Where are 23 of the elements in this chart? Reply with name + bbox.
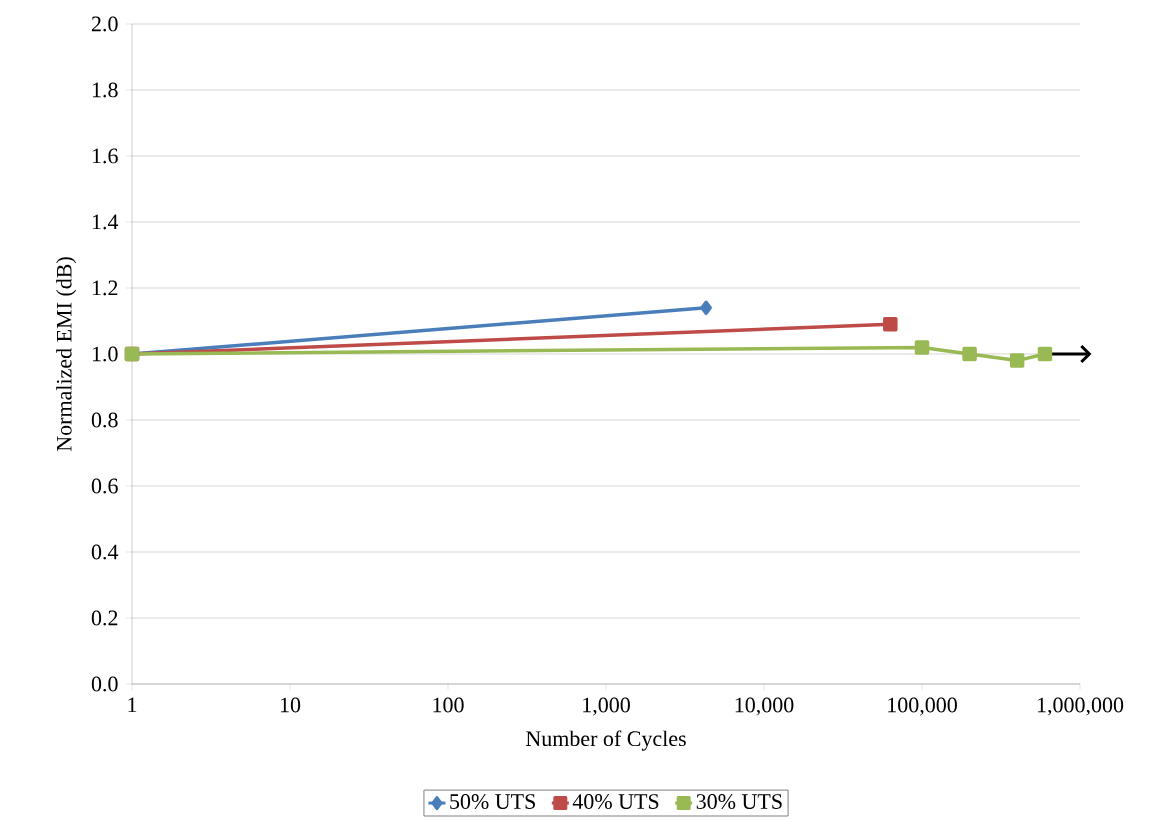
- y-tick-label: 0.4: [91, 544, 119, 560]
- x-tick-label: 1: [128, 697, 137, 713]
- y-tick-label: 1.0: [92, 346, 118, 362]
- legend-label: 40% UTS: [572, 794, 659, 810]
- x-axis-title: Number of Cycles: [526, 730, 686, 751]
- y-tick-label: 0.6: [91, 478, 118, 494]
- y-tick-label: 1.4: [92, 214, 119, 230]
- x-tick-label: 1,000: [583, 697, 630, 716]
- y-axis-title: Normalized EMI (dB): [56, 257, 77, 452]
- x-tick-label: 10,000: [735, 697, 794, 716]
- x-tick-label: 100: [433, 697, 464, 713]
- y-tick-label: 0.2: [91, 610, 118, 626]
- x-tick-label: 100,000: [888, 697, 957, 716]
- y-tick-label: 1.2: [92, 280, 118, 296]
- y-tick-label: 1.8: [92, 82, 118, 98]
- x-tick-label: 1,000,000: [1037, 697, 1124, 716]
- y-tick-label: 2.0: [91, 16, 118, 32]
- x-tick-label: 10: [280, 697, 301, 713]
- y-tick-label: 1.6: [92, 148, 118, 164]
- legend-label: 30% UTS: [696, 794, 782, 810]
- y-tick-label: 0.0: [91, 676, 118, 692]
- y-tick-label: 0.8: [91, 412, 118, 428]
- legend-label: 50% UTS: [450, 794, 535, 810]
